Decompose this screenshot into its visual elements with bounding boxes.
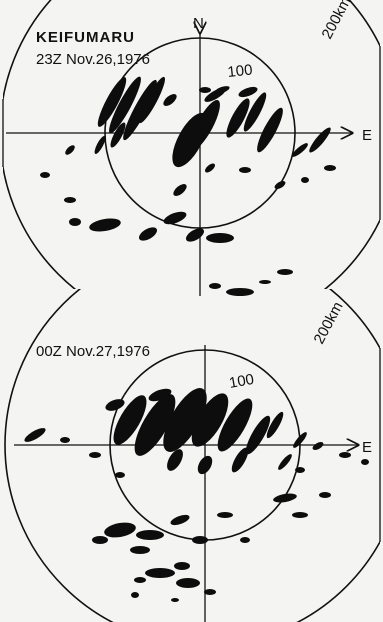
time-label: 23Z Nov.26,1976 [36,51,150,68]
echo [209,283,221,289]
echo [204,589,216,595]
echo [134,577,146,583]
echo [23,426,48,445]
echo [217,512,233,518]
echo [319,492,331,498]
echo [301,177,309,183]
echo [171,598,179,602]
echo [169,513,191,527]
echo [307,125,334,155]
ring-label: 100 [228,371,256,392]
ring-label: 200km [311,299,347,347]
echo [130,546,150,554]
echo [199,87,211,93]
echo [40,172,50,178]
echo [311,440,324,451]
ring-label: 100 [227,61,254,81]
echo [273,179,286,190]
echo [277,269,293,275]
ship-name: KEIFUMARU [36,29,135,46]
echo [192,536,208,544]
echo [361,459,369,465]
echo [64,144,77,157]
echo [276,452,293,471]
echo [60,437,70,443]
echo [64,197,76,203]
echo [237,85,259,99]
echo [104,397,126,413]
echo [176,578,200,588]
echo [226,288,254,296]
echo [203,162,216,174]
echo [137,225,159,244]
echo [88,216,122,233]
echo [89,452,101,458]
radar-figure: KEIFUMARU 23Z Nov.26,1976 N 100 200km E … [0,0,383,622]
echo [292,512,308,518]
echo [240,537,250,543]
echo [339,452,351,458]
echo [259,280,271,284]
echo [145,568,175,578]
echo [92,536,108,544]
ring-label: 200km [319,0,355,42]
echo [195,453,215,476]
echo [161,92,178,108]
echo [136,530,164,540]
echo [115,472,125,478]
echo [131,592,139,598]
echo [206,233,234,243]
echo [171,182,188,198]
echo [103,520,137,539]
north-label: N [193,15,204,32]
echo [69,218,81,226]
echo [272,492,297,504]
east-label: E [362,127,372,144]
echo [239,167,251,173]
east-label: E [362,439,372,456]
echo [174,562,190,570]
time-label: 00Z Nov.27,1976 [36,343,150,360]
echo [324,165,336,171]
echo [295,467,305,473]
